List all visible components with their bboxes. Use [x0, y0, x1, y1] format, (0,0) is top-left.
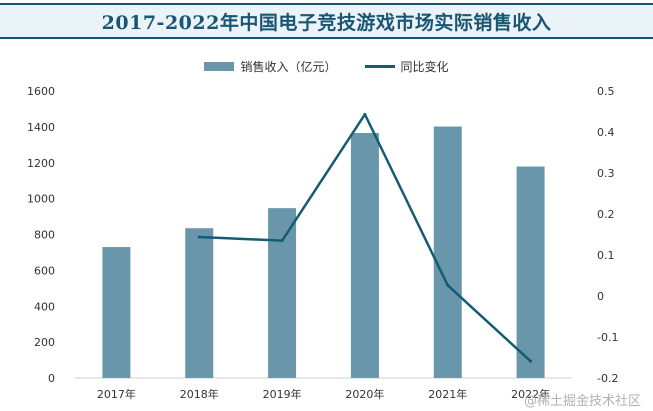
y-left-tick-label: 1000 — [27, 193, 55, 206]
y-left-tick-label: 800 — [34, 229, 55, 242]
growth-point — [529, 359, 533, 363]
y-left-tick-label: 600 — [34, 264, 55, 277]
legend-swatch-line — [364, 65, 395, 68]
y-left-tick-label: 0 — [48, 372, 55, 385]
bar — [350, 132, 379, 378]
bar — [433, 126, 462, 378]
growth-point — [280, 239, 284, 243]
x-tick-label: 2020年 — [345, 387, 384, 401]
legend-label-revenue: 销售收入（亿元） — [240, 60, 337, 74]
bar — [185, 228, 214, 378]
bar — [102, 247, 131, 378]
bar — [516, 166, 545, 378]
x-tick-label: 2018年 — [180, 387, 219, 401]
y-right-tick-label: 0.3 — [597, 167, 615, 180]
legend-swatch-bar — [204, 62, 235, 71]
x-tick-label: 2019年 — [263, 387, 302, 401]
legend-item-growth: 同比变化 — [364, 58, 449, 75]
y-left-tick-label: 200 — [34, 336, 55, 349]
y-right-tick-label: 0.5 — [597, 85, 615, 98]
x-tick-label: 2022年 — [511, 387, 550, 401]
x-tick-label: 2017年 — [97, 387, 136, 401]
legend: 销售收入（亿元） 同比变化 — [0, 58, 653, 75]
growth-point — [446, 283, 450, 287]
growth-point — [197, 235, 201, 239]
watermark: @稀土掘金技术社区 — [523, 394, 641, 409]
y-left-tick-label: 1400 — [27, 121, 55, 134]
x-tick-label: 2021年 — [428, 387, 467, 401]
y-left-tick-label: 1600 — [27, 85, 55, 98]
legend-item-revenue: 销售收入（亿元） — [204, 58, 337, 75]
title-bar: 2017-2022年中国电子竞技游戏市场实际销售收入 — [0, 3, 653, 39]
y-right-tick-label: 0.1 — [597, 249, 615, 262]
bar — [268, 208, 297, 378]
chart-title: 2017-2022年中国电子竞技游戏市场实际销售收入 — [101, 11, 552, 34]
y-left-tick-label: 400 — [34, 300, 55, 313]
y-right-tick-label: 0 — [597, 290, 604, 303]
y-right-tick-label: 0.2 — [597, 208, 615, 221]
y-right-tick-label: 0.4 — [597, 126, 615, 139]
growth-point — [363, 112, 367, 116]
y-right-tick-label: -0.2 — [597, 372, 618, 385]
y-right-tick-label: -0.1 — [597, 331, 618, 344]
legend-label-growth: 同比变化 — [400, 60, 449, 74]
y-left-tick-label: 1200 — [27, 157, 55, 170]
